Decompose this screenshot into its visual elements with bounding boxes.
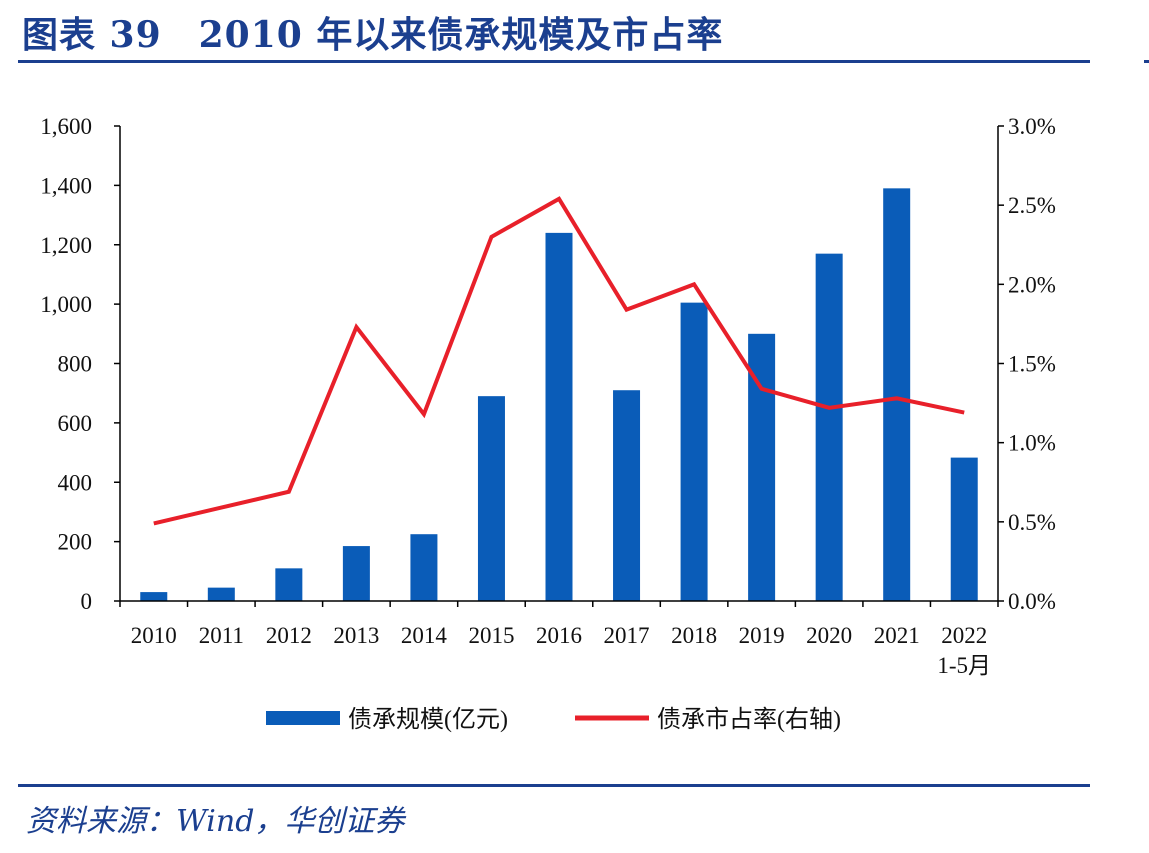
bar-5: [477, 396, 505, 601]
legend-line-label: 债承市占率(右轴): [657, 706, 841, 733]
legend-bar-label: 债承规模(亿元): [348, 706, 508, 733]
bar-1: [207, 587, 235, 601]
bar-7: [613, 390, 641, 601]
x-tick-label-3: 2013: [333, 623, 379, 648]
axes: 0 200 400 600 800 1,000 1,200 1,400 1,600 0.0% 0.5…: [40, 114, 1056, 678]
right-tick-label-3: 1.5%: [1008, 352, 1056, 377]
source-note: 资料来源：Wind，华创证券: [26, 804, 405, 839]
left-tick-label-4: 800: [58, 352, 93, 377]
bar-2: [275, 568, 303, 601]
x-tick-label-10: 2020: [806, 623, 852, 648]
bar-3: [342, 546, 370, 601]
x-tick-label-12: 2022 1-5月: [937, 623, 991, 678]
x-tick-label-0: 2010: [131, 623, 177, 648]
legend-bar-swatch: [266, 711, 340, 725]
x-tick-label-8: 2018: [671, 623, 717, 648]
bar-6: [545, 232, 573, 601]
x-tick-label-2: 2012: [266, 623, 312, 648]
bar-11: [883, 188, 911, 601]
x-tick-label-5: 2015: [468, 623, 514, 648]
x-tick-label-7: 2017: [604, 623, 650, 648]
left-tick-label-6: 1,200: [40, 233, 92, 258]
bar-series: [140, 188, 978, 601]
right-tick-label-0: 0.0%: [1008, 589, 1056, 614]
x-tick-label-11: 2021: [874, 623, 920, 648]
figure-title: 图表 39 2010 年以来债承规模及市占率: [22, 14, 724, 56]
right-tick-label-2: 1.0%: [1008, 431, 1056, 456]
bond-underwriting-chart: 0 200 400 600 800 1,000 1,200 1,400 1,600 0.0% 0.5…: [40, 114, 1056, 733]
right-tick-label-6: 3.0%: [1008, 114, 1056, 139]
right-tick-label-5: 2.5%: [1008, 193, 1056, 218]
bar-0: [140, 592, 168, 601]
right-tick-label-1: 0.5%: [1008, 510, 1056, 535]
x-tick-label-1: 2011: [199, 623, 244, 648]
right-tick-label-4: 2.0%: [1008, 272, 1056, 297]
bar-4: [410, 534, 438, 601]
source-divider: [18, 784, 1090, 787]
left-tick-label-8: 1,600: [40, 114, 92, 139]
x-tick-label-6: 2016: [536, 623, 582, 648]
left-tick-label-1: 200: [58, 530, 93, 555]
left-tick-label-5: 1,000: [40, 292, 92, 317]
left-tick-label-0: 0: [81, 589, 93, 614]
x-tick-label-9: 2019: [739, 623, 785, 648]
bar-10: [815, 253, 843, 601]
bar-8: [680, 302, 708, 601]
title-divider-end: [1144, 60, 1149, 63]
left-tick-label-3: 600: [58, 411, 93, 436]
legend: 债承规模(亿元) 债承市占率(右轴): [266, 706, 841, 733]
line-series: [153, 196, 965, 526]
left-tick-label-2: 400: [58, 470, 93, 495]
title-divider: [18, 60, 1090, 63]
bar-12: [950, 457, 978, 601]
left-tick-label-7: 1,400: [40, 173, 92, 198]
x-tick-label-4: 2014: [401, 623, 448, 648]
